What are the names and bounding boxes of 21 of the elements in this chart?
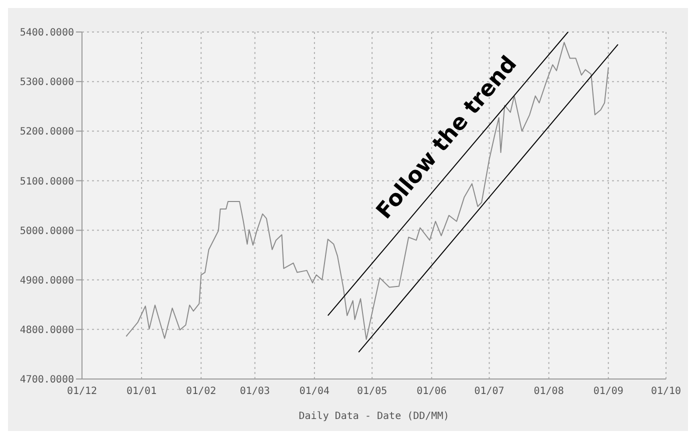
- x-tick-label: 01/01: [126, 386, 157, 398]
- x-tick-label: 01/06: [416, 386, 447, 398]
- x-tick-label: 01/02: [186, 386, 216, 398]
- x-tick-label: 01/10: [650, 386, 682, 398]
- x-tick-label: 01/09: [593, 386, 624, 398]
- x-tick-label: 01/04: [299, 386, 330, 398]
- x-tick-label: 01/07: [474, 386, 504, 398]
- y-tick-label: 4700.0000: [20, 374, 74, 386]
- x-tick-label: 01/12: [66, 386, 98, 398]
- line-series: [126, 42, 609, 340]
- y-tick-label: 5100.0000: [20, 176, 74, 188]
- y-tick-label: 5000.0000: [20, 226, 74, 237]
- y-tick-label: 4800.0000: [20, 324, 74, 336]
- y-tick-label: 5300.0000: [20, 77, 74, 88]
- x-tick-label: 01/05: [357, 386, 388, 398]
- y-tick-label: 4900.0000: [20, 275, 74, 286]
- x-tick-label: 01/08: [534, 386, 564, 398]
- x-tick-label: 01/03: [240, 386, 270, 398]
- x-axis-title: Daily Data - Date (DD/MM): [298, 411, 450, 422]
- y-tick-label: 5200.0000: [20, 126, 74, 138]
- y-tick-label: 5400.0000: [20, 28, 74, 39]
